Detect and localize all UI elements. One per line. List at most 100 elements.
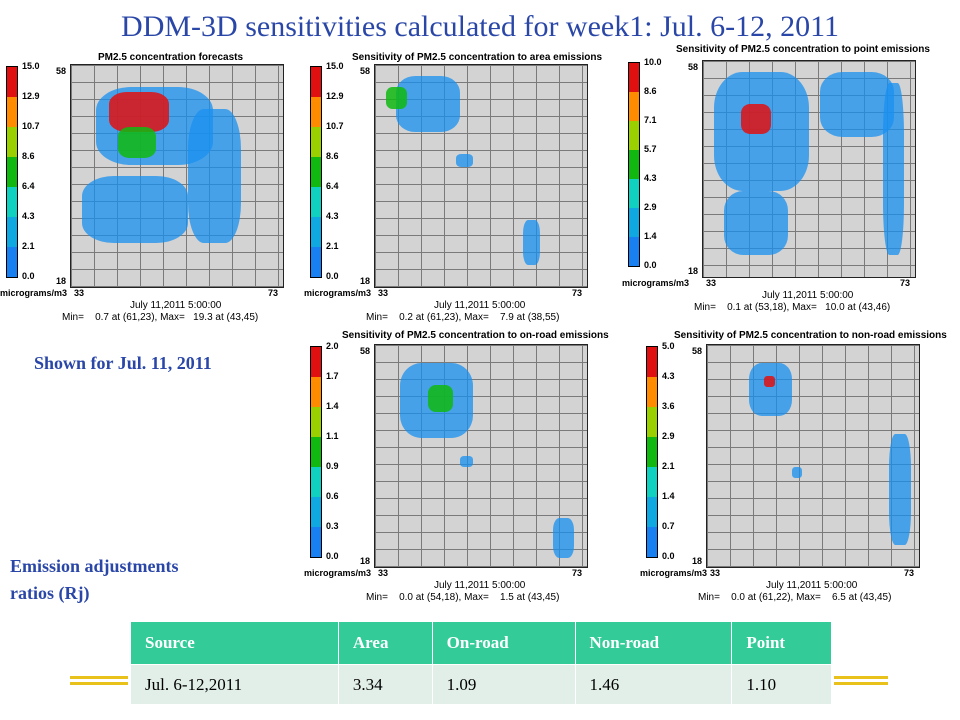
- legend-swatch: [647, 347, 657, 377]
- map-panel-4: Sensitivity of PM2.5 concentration to no…: [640, 330, 947, 603]
- legend-swatch: [629, 208, 639, 237]
- legend-swatch: [311, 157, 321, 187]
- legend-tick-label: 2.0: [326, 341, 339, 351]
- map-min-max: Min= 0.0 at (61,22), Max= 6.5 at (43,45): [698, 592, 892, 603]
- map-panel-2: Sensitivity of PM2.5 concentration to po…: [622, 44, 930, 313]
- concentration-area: [109, 91, 169, 132]
- legend-swatch: [311, 247, 321, 277]
- legend-swatch: [647, 377, 657, 407]
- legend-swatch: [311, 187, 321, 217]
- concentration-area: [724, 190, 788, 256]
- legend-tick-label: 0.0: [22, 271, 35, 281]
- legend-tick-label: 1.1: [326, 431, 339, 441]
- decor-line-left-2: [70, 682, 128, 685]
- legend-swatch: [7, 67, 17, 97]
- units-label: micrograms/m3: [622, 278, 690, 288]
- emission-ratios-table: Source Area On-road Non-road Point Jul. …: [130, 621, 832, 705]
- legend-swatch: [311, 67, 321, 97]
- legend-tick-label: 1.7: [326, 371, 339, 381]
- shown-for-label: Shown for Jul. 11, 2011: [34, 353, 212, 373]
- table-header-row: Source Area On-road Non-road Point: [130, 621, 832, 665]
- legend-swatch: [629, 150, 639, 179]
- map-panel-1: Sensitivity of PM2.5 concentration to ar…: [304, 52, 604, 323]
- legend-swatch: [311, 437, 321, 467]
- legend-swatch: [7, 247, 17, 277]
- concentration-area: [553, 518, 575, 559]
- legend-swatch: [311, 497, 321, 527]
- legend-tick-label: 2.1: [662, 461, 675, 471]
- axis-corner-top: 58: [692, 346, 703, 356]
- map-datetime: July 11,2011 5:00:00: [130, 300, 222, 311]
- legend-tick-label: 2.9: [662, 431, 675, 441]
- units-label: micrograms/m3: [304, 288, 372, 298]
- legend-swatch: [647, 407, 657, 437]
- legend-tick-label: 0.7: [662, 521, 675, 531]
- concentration-area: [749, 362, 792, 417]
- map-min-max: Min= 0.1 at (53,18), Max= 10.0 at (43,46…: [694, 302, 891, 313]
- axis-corner-bottom: 18: [360, 276, 371, 286]
- legend-tick-label: 1.4: [644, 231, 657, 241]
- color-legend: [6, 66, 18, 278]
- sensitivity-map: [374, 344, 588, 568]
- concentration-area: [81, 176, 188, 243]
- concentration-area: [396, 76, 460, 132]
- legend-tick-label: 6.4: [22, 181, 35, 191]
- legend-tick-label: 0.9: [326, 461, 339, 471]
- legend-swatch: [7, 127, 17, 157]
- legend-swatch: [629, 63, 639, 92]
- legend-tick-label: 6.4: [326, 181, 339, 191]
- legend-tick-label: 10.0: [644, 57, 662, 67]
- legend-tick-label: 0.3: [326, 521, 339, 531]
- legend-tick-label: 5.0: [662, 341, 675, 351]
- header-point: Point: [731, 621, 832, 665]
- axis-corner-top: 58: [688, 62, 699, 72]
- header-area: Area: [337, 621, 433, 665]
- axis-x-right: 73: [572, 288, 583, 298]
- axis-x-left: 33: [378, 568, 389, 578]
- legend-tick-label: 2.1: [22, 241, 35, 251]
- legend-swatch: [311, 97, 321, 127]
- map-datetime: July 11,2011 5:00:00: [434, 300, 526, 311]
- legend-tick-label: 8.6: [644, 86, 657, 96]
- map-datetime: July 11,2011 5:00:00: [762, 290, 854, 301]
- legend-swatch: [629, 179, 639, 208]
- map-panel-0: PM2.5 concentration forecasts 15.0 12.9 10.…: [0, 52, 300, 323]
- concentration-area: [187, 109, 241, 243]
- legend-tick-label: 4.3: [22, 211, 35, 221]
- cell-point: 1.10: [731, 664, 832, 705]
- axis-corner-top: 58: [360, 66, 371, 76]
- concentration-area: [455, 153, 473, 168]
- header-source: Source: [130, 621, 339, 665]
- axis-x-left: 33: [710, 568, 721, 578]
- legend-tick-label: 0.0: [662, 551, 675, 561]
- axis-corner-bottom: 18: [360, 556, 371, 566]
- legend-tick-label: 0.0: [326, 271, 339, 281]
- legend-swatch: [647, 527, 657, 557]
- concentration-area: [889, 433, 911, 545]
- legend-swatch: [311, 467, 321, 497]
- legend-swatch: [647, 497, 657, 527]
- legend-swatch: [7, 97, 17, 127]
- header-on-road: On-road: [431, 621, 576, 665]
- legend-tick-label: 1.4: [326, 401, 339, 411]
- legend-tick-label: 8.6: [326, 151, 339, 161]
- legend-swatch: [647, 467, 657, 497]
- legend-swatch: [7, 217, 17, 247]
- units-label: micrograms/m3: [304, 568, 372, 578]
- map-min-max: Min= 0.0 at (54,18), Max= 1.5 at (43,45): [366, 592, 560, 603]
- legend-tick-label: 15.0: [326, 61, 344, 71]
- legend-tick-label: 0.0: [644, 260, 657, 270]
- legend-swatch: [311, 377, 321, 407]
- color-legend: [628, 62, 640, 267]
- legend-tick-label: 0.0: [326, 551, 339, 561]
- legend-swatch: [7, 157, 17, 187]
- legend-swatch: [647, 437, 657, 467]
- concentration-area: [523, 220, 541, 265]
- map-panel-3: Sensitivity of PM2.5 concentration to on…: [304, 330, 609, 603]
- concentration-area: [883, 82, 905, 256]
- decor-line-left: [70, 676, 128, 679]
- cell-area: 3.34: [337, 664, 433, 705]
- axis-corner-top: 58: [360, 346, 371, 356]
- header-non-road: Non-road: [574, 621, 733, 665]
- panel-title: Sensitivity of PM2.5 concentration to no…: [674, 330, 947, 341]
